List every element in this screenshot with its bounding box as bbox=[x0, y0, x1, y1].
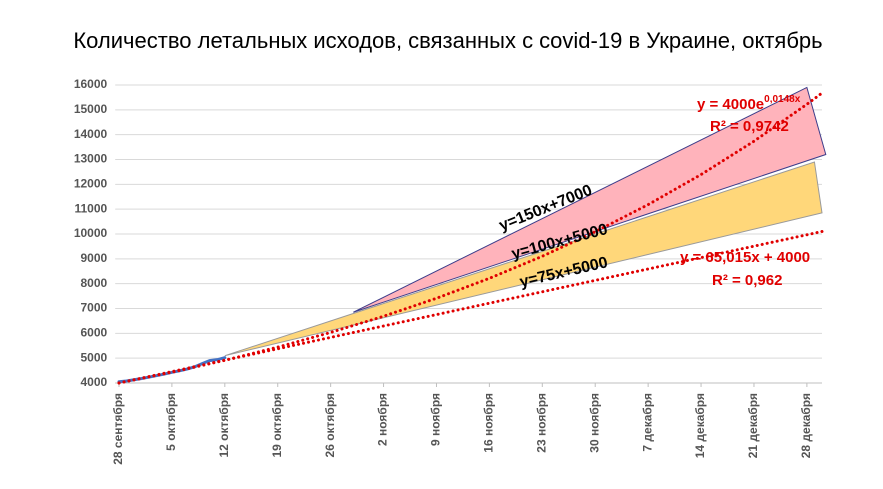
x-tick-label: 9 ноября bbox=[429, 393, 443, 446]
trend-equation: y = 4000e0,0148x bbox=[697, 94, 801, 113]
y-tick-label: 14000 bbox=[74, 127, 108, 141]
y-tick-label: 5000 bbox=[80, 350, 107, 364]
y-tick-label: 7000 bbox=[80, 301, 107, 315]
y-tick-label: 6000 bbox=[80, 326, 107, 340]
y-tick-label: 10000 bbox=[74, 226, 108, 240]
y-tick-label: 4000 bbox=[80, 375, 107, 389]
y-tick-label: 8000 bbox=[80, 276, 107, 290]
trend-r2: R² = 0,9742 bbox=[710, 118, 789, 135]
equation-text: y = 4000e bbox=[697, 96, 764, 113]
y-tick-label: 9000 bbox=[80, 251, 107, 265]
x-tick-label: 21 декабря bbox=[746, 393, 760, 458]
x-tick-label: 23 ноября bbox=[534, 393, 548, 453]
y-tick-label: 11000 bbox=[74, 201, 107, 215]
y-tick-label: 13000 bbox=[74, 152, 108, 166]
x-tick-label: 12 октября bbox=[217, 393, 231, 457]
data-line bbox=[117, 356, 227, 384]
y-tick-label: 16000 bbox=[74, 77, 108, 91]
x-tick-label: 5 октября bbox=[164, 393, 178, 451]
trend-equation: y = 65,015x + 4000 bbox=[680, 249, 810, 266]
x-tick-label: 2 ноября bbox=[376, 393, 390, 446]
x-tick-label: 14 декабря bbox=[693, 393, 707, 458]
x-tick-label: 19 октября bbox=[270, 393, 284, 457]
x-tick-label: 16 ноября bbox=[482, 393, 496, 453]
equation-exponent: 0,0148x bbox=[764, 94, 801, 105]
x-tick-label: 28 декабря bbox=[799, 393, 813, 458]
x-tick-label: 28 сентября bbox=[111, 393, 125, 465]
equation-text: y = 65,015x + 4000 bbox=[680, 249, 810, 266]
y-tick-label: 12000 bbox=[74, 177, 108, 191]
x-tick-label: 26 октября bbox=[323, 393, 337, 457]
chart-title: Количество летальных исходов, связанных … bbox=[73, 28, 822, 53]
y-tick-label: 15000 bbox=[74, 102, 108, 116]
x-tick-label: 30 ноября bbox=[587, 393, 601, 453]
trend-r2: R² = 0,962 bbox=[712, 272, 782, 289]
x-tick-label: 7 декабря bbox=[640, 393, 654, 452]
forecast-band bbox=[224, 161, 823, 357]
